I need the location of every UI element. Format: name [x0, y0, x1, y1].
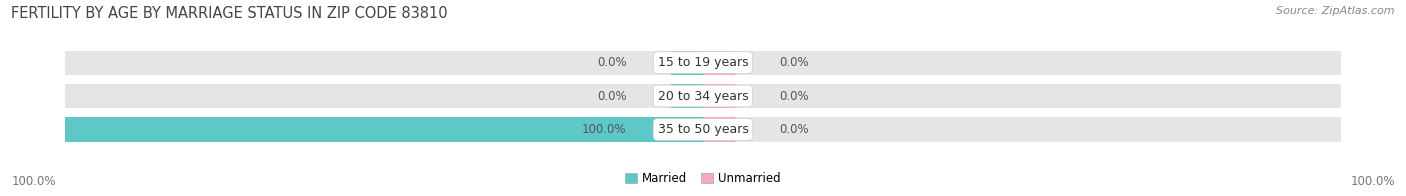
- Text: 100.0%: 100.0%: [11, 175, 56, 188]
- Bar: [65, 51, 703, 75]
- Bar: [703, 84, 1341, 108]
- Text: 0.0%: 0.0%: [779, 56, 810, 69]
- Bar: [671, 51, 703, 75]
- Text: 0.0%: 0.0%: [779, 123, 810, 136]
- Bar: [65, 117, 703, 142]
- Bar: [703, 51, 735, 75]
- Bar: [65, 84, 703, 108]
- Bar: [703, 117, 735, 142]
- Bar: [703, 117, 1341, 142]
- Text: FERTILITY BY AGE BY MARRIAGE STATUS IN ZIP CODE 83810: FERTILITY BY AGE BY MARRIAGE STATUS IN Z…: [11, 6, 449, 21]
- Text: 0.0%: 0.0%: [596, 90, 627, 103]
- Text: 0.0%: 0.0%: [596, 56, 627, 69]
- Text: 0.0%: 0.0%: [779, 90, 810, 103]
- Text: 100.0%: 100.0%: [582, 123, 627, 136]
- Text: 100.0%: 100.0%: [1350, 175, 1395, 188]
- Bar: [703, 84, 735, 108]
- Bar: [671, 84, 703, 108]
- Text: Source: ZipAtlas.com: Source: ZipAtlas.com: [1277, 6, 1395, 16]
- Bar: [703, 51, 1341, 75]
- Text: 15 to 19 years: 15 to 19 years: [658, 56, 748, 69]
- Text: 35 to 50 years: 35 to 50 years: [658, 123, 748, 136]
- Legend: Married, Unmarried: Married, Unmarried: [620, 168, 786, 190]
- Bar: [65, 117, 703, 142]
- Text: 20 to 34 years: 20 to 34 years: [658, 90, 748, 103]
